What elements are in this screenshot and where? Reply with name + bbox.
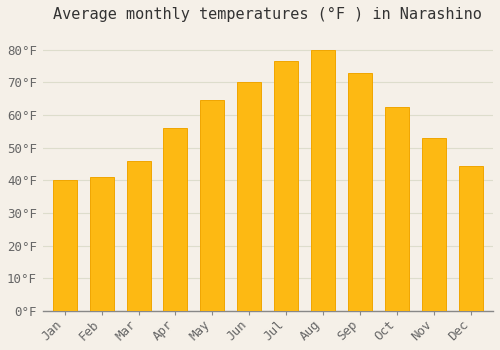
Bar xyxy=(126,161,150,311)
Bar xyxy=(200,100,224,311)
Bar xyxy=(90,177,114,311)
Bar xyxy=(459,166,483,311)
Bar xyxy=(238,82,262,311)
Bar xyxy=(311,50,335,311)
Bar xyxy=(164,128,188,311)
Bar xyxy=(422,138,446,311)
Bar xyxy=(52,180,76,311)
Bar xyxy=(385,107,409,311)
Title: Average monthly temperatures (°F ) in Narashino: Average monthly temperatures (°F ) in Na… xyxy=(54,7,482,22)
Bar xyxy=(348,72,372,311)
Bar xyxy=(274,61,298,311)
